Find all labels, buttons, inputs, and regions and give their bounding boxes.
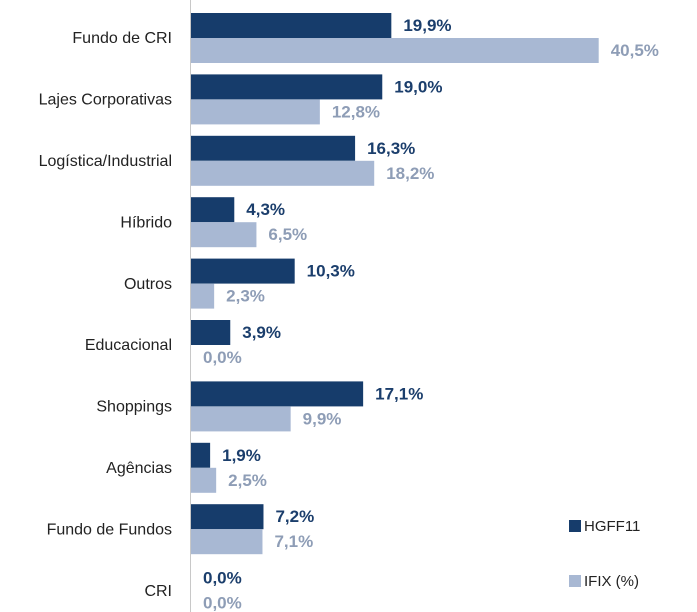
category-label: Educacional <box>85 337 172 354</box>
bar <box>191 197 235 223</box>
legend-swatch <box>569 575 581 587</box>
value-label: 40,5% <box>611 41 659 60</box>
bar <box>191 13 392 38</box>
bar <box>191 529 263 555</box>
bar <box>191 135 356 161</box>
value-label: 0,0% <box>203 569 242 588</box>
value-label: 2,3% <box>226 287 265 306</box>
category-label: CRI <box>144 583 172 600</box>
value-label: 7,2% <box>275 507 314 526</box>
bar <box>191 38 599 63</box>
bar <box>191 320 231 345</box>
bar <box>191 258 295 284</box>
category-label: Outros <box>124 276 172 293</box>
category-label: Fundo de CRI <box>72 30 172 47</box>
bar <box>191 222 257 248</box>
bar <box>191 467 217 493</box>
category-label: Shoppings <box>96 399 172 416</box>
bar <box>191 283 215 309</box>
value-label: 19,0% <box>394 77 442 96</box>
value-label: 19,9% <box>403 16 451 35</box>
category-label: Híbrido <box>120 214 172 231</box>
value-label: 16,3% <box>367 139 415 158</box>
category-label: Agências <box>106 460 172 477</box>
bar <box>191 74 383 100</box>
value-label: 9,9% <box>303 409 342 428</box>
legend-label: HGFF11 <box>584 518 640 535</box>
bar <box>191 160 375 186</box>
value-label: 0,0% <box>203 348 242 367</box>
value-label: 2,5% <box>228 471 267 490</box>
legend-label: IFIX (%) <box>584 573 639 590</box>
value-label: 7,1% <box>274 532 313 551</box>
bar <box>191 99 320 125</box>
bar <box>191 406 291 432</box>
value-label: 12,8% <box>332 102 380 121</box>
value-label: 4,3% <box>246 200 285 219</box>
value-label: 3,9% <box>242 323 281 342</box>
bar <box>191 504 264 530</box>
value-label: 17,1% <box>375 384 423 403</box>
value-label: 0,0% <box>203 594 242 612</box>
bar <box>191 442 211 468</box>
category-label: Lajes Corporativas <box>39 92 172 109</box>
value-label: 18,2% <box>386 164 434 183</box>
value-label: 10,3% <box>307 262 355 281</box>
bar <box>191 381 364 407</box>
category-label: Logística/Industrial <box>39 153 172 170</box>
value-label: 1,9% <box>222 446 261 465</box>
category-label: Fundo de Fundos <box>47 521 172 538</box>
value-label: 6,5% <box>268 225 307 244</box>
legend-swatch <box>569 520 581 532</box>
